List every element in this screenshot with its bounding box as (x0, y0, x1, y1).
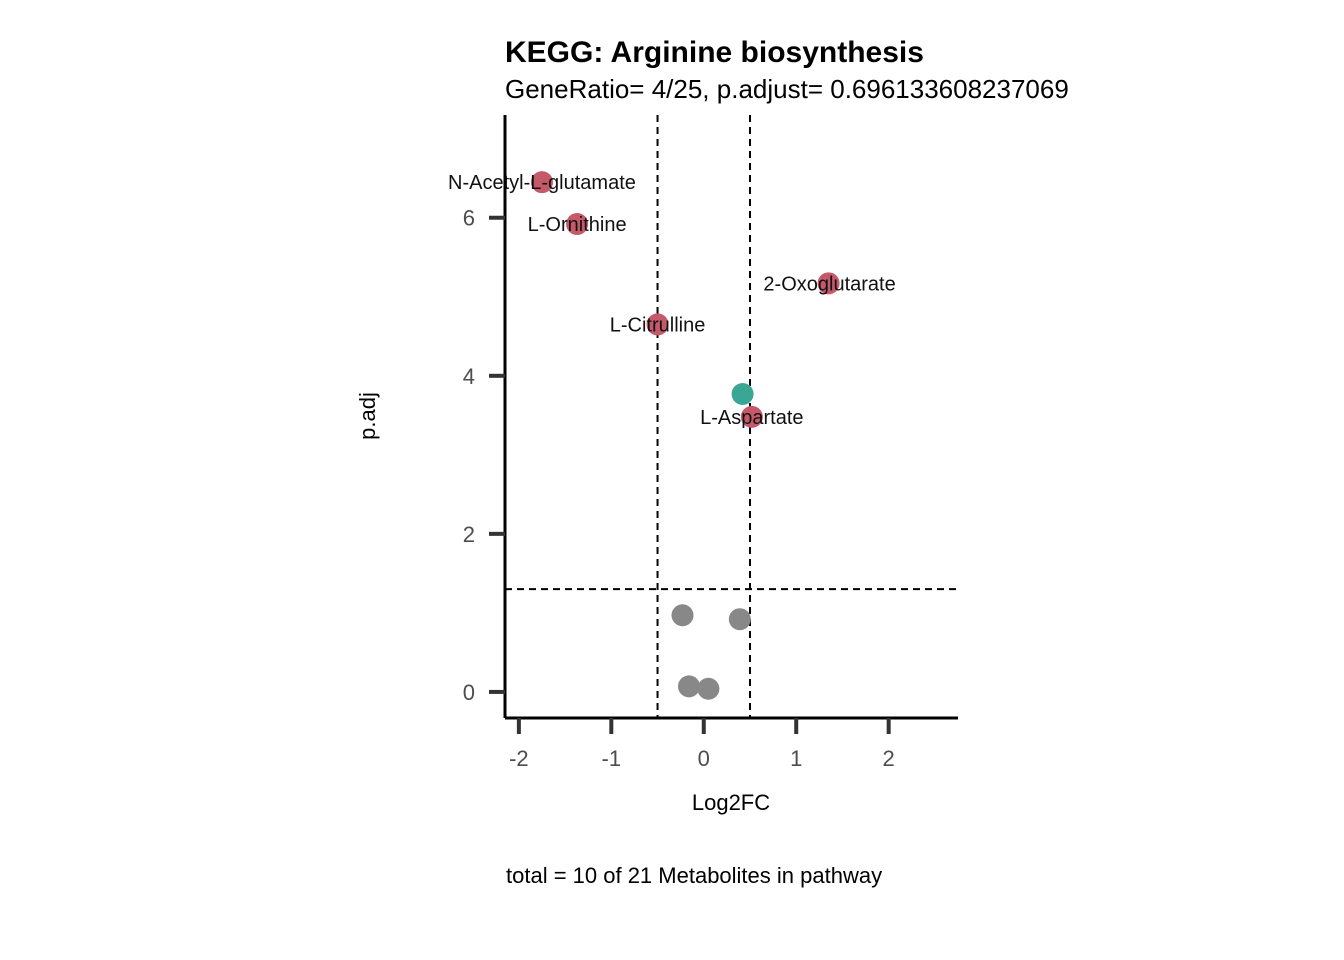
y-tick-label: 4 (463, 364, 475, 389)
y-tick-label: 0 (463, 680, 475, 705)
plot-area: N-Acetyl-L-glutamate L-Ornithine 2-Oxoglut… (448, 115, 958, 771)
x-tick-label: 2 (883, 746, 895, 771)
data-point (530, 171, 553, 194)
point-label: L-Citrulline (610, 314, 706, 336)
x-axis-title: Log2FC (692, 790, 770, 815)
x-tick-label: -2 (509, 746, 529, 771)
data-point (646, 313, 669, 336)
chart-subtitle: GeneRatio= 4/25, p.adjust= 0.69613360823… (505, 74, 1069, 104)
point-label: L-Aspartate (700, 407, 803, 429)
y-axis-title: p.adj (355, 392, 380, 440)
y-tick-label: 2 (463, 522, 475, 547)
data-point (728, 608, 751, 631)
point-label: L-Ornithine (528, 214, 627, 236)
data-point (566, 213, 589, 236)
x-tick-label: -1 (602, 746, 622, 771)
chart-caption: total = 10 of 21 Metabolites in pathway (506, 863, 882, 888)
point-label: 2-Oxoglutarate (763, 273, 895, 295)
chart-title: KEGG: Arginine biosynthesis (505, 36, 924, 69)
x-tick-label: 0 (698, 746, 710, 771)
data-point (697, 677, 720, 700)
data-point (677, 675, 700, 698)
data-point (817, 272, 840, 295)
data-point (740, 405, 763, 428)
data-point (731, 382, 754, 405)
data-point (671, 604, 694, 627)
x-tick-label: 1 (790, 746, 802, 771)
point-label: N-Acetyl-L-glutamate (448, 172, 636, 194)
y-tick-label: 6 (463, 206, 475, 231)
